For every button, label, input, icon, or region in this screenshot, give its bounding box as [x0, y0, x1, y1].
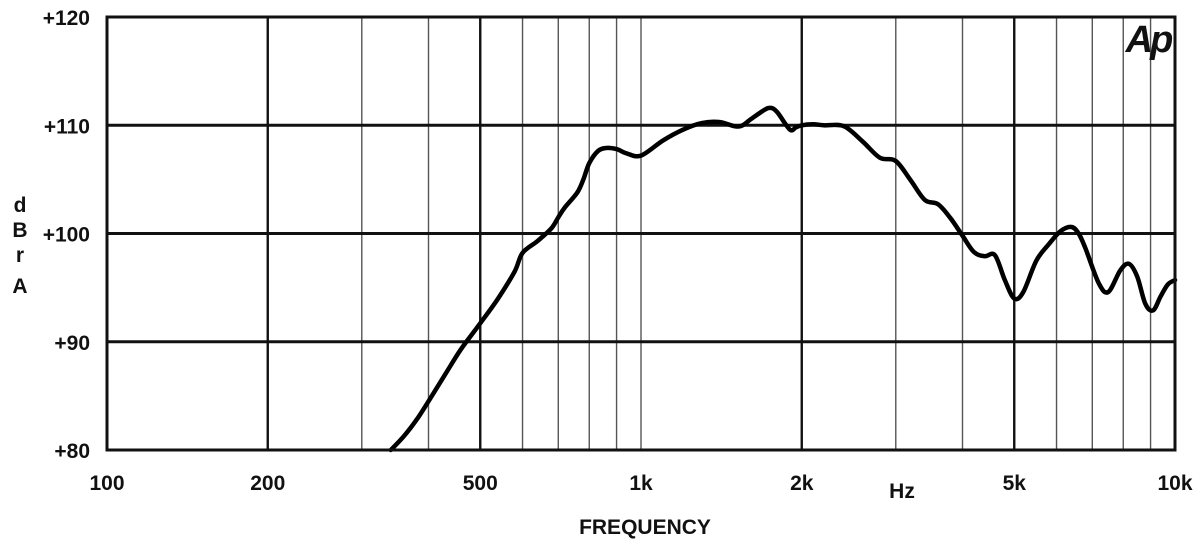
x-tick-label: 1k — [629, 472, 653, 495]
y-tick-label: +90 — [54, 332, 90, 355]
grid — [107, 17, 1175, 450]
y-tick-label: +120 — [43, 7, 90, 30]
x-tick-label: 10k — [1157, 472, 1192, 495]
x-tick-label: 5k — [1003, 472, 1027, 495]
y-tick-label: +100 — [43, 224, 90, 247]
y-axis-label-letter: d — [14, 194, 27, 217]
x-axis-label: FREQUENCY — [579, 516, 711, 539]
x-tick-label: 500 — [463, 472, 498, 495]
y-tick-label: +80 — [54, 440, 90, 463]
x-axis-unit: Hz — [889, 480, 915, 503]
y-axis-label-letter: B — [12, 219, 27, 242]
y-axis-label-letter: r — [16, 244, 24, 267]
y-tick-labels: +120 +110 +100 +90 +80 — [43, 7, 90, 463]
ap-logo: Ap — [1125, 19, 1172, 61]
y-axis-label-letter: A — [12, 275, 27, 298]
x-tick-labels: 100 200 500 1k 2k 5k 10k — [89, 472, 1192, 495]
x-tick-label: 100 — [89, 472, 124, 495]
series-layer — [388, 105, 1178, 453]
x-tick-label: 200 — [250, 472, 285, 495]
series-line — [388, 105, 1178, 453]
x-tick-label: 2k — [790, 472, 814, 495]
y-tick-label: +110 — [44, 115, 90, 138]
plot-frame — [105, 15, 1177, 452]
